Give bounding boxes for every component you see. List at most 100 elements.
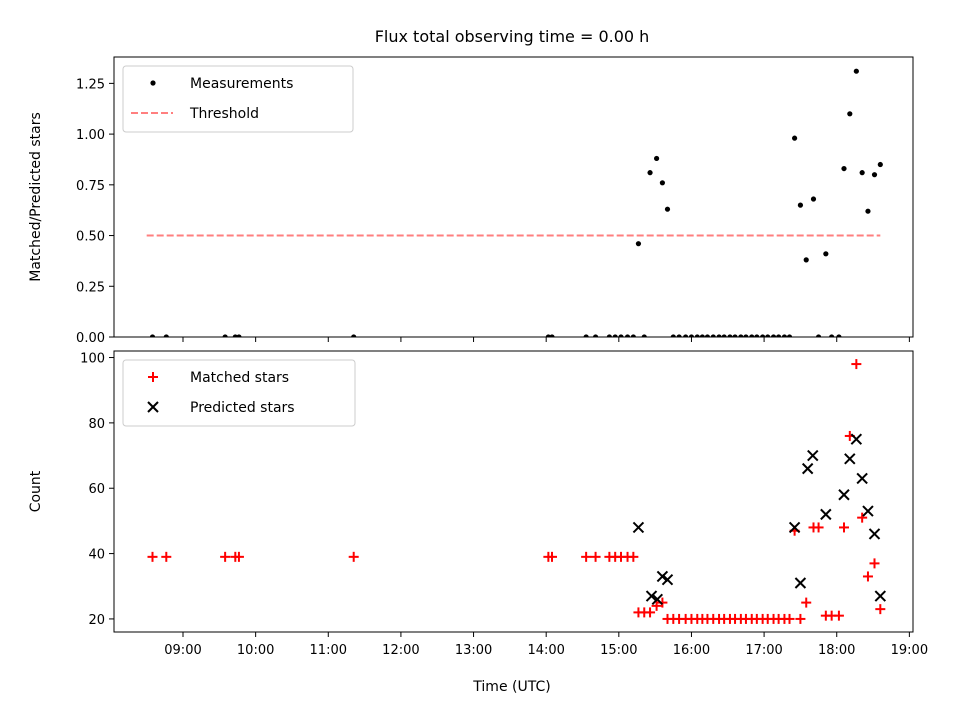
measurement-point (606, 334, 612, 337)
measurement-point (781, 334, 788, 337)
measurement-point (630, 334, 636, 337)
legend-swatch (150, 80, 156, 86)
legend-swatch (147, 401, 159, 413)
predicted-star-point (820, 508, 832, 521)
predicted-star-point (632, 521, 645, 534)
measurement-point (829, 334, 835, 337)
measurement-point (236, 334, 242, 337)
matched-star-point (657, 597, 668, 608)
measurement-point (836, 334, 842, 337)
matched-star-point (581, 551, 592, 562)
measurement-point (815, 334, 822, 337)
measurement-point (592, 334, 599, 337)
measurement-point (549, 334, 555, 337)
measurement-point (659, 180, 666, 186)
axes-frame (113, 56, 914, 338)
x-tick-label: 17:00 (745, 643, 782, 658)
x-tick-label: 10:00 (237, 643, 274, 658)
measurement-point (635, 241, 642, 247)
legend-label: Predicted stars (190, 400, 295, 416)
measurement-point (670, 334, 676, 337)
measurement-point (853, 68, 859, 74)
matched-star-point (590, 551, 601, 562)
predicted-star-point (801, 462, 814, 475)
matched-star-point (862, 571, 873, 582)
y-tick-label: 40 (88, 548, 105, 563)
measurement-point (776, 334, 782, 337)
legend: Measurements Threshold (122, 65, 354, 133)
predicted-star-point (794, 577, 807, 589)
predicted-star-point (651, 593, 664, 606)
axes-frame (113, 350, 914, 633)
measurement-point (743, 334, 749, 337)
matched-star-point (348, 551, 359, 562)
measurement-point (765, 334, 771, 337)
matched-star-point (857, 512, 868, 523)
measurement-point (732, 334, 738, 337)
measurement-point (612, 334, 618, 337)
x-tick-label: 14:00 (527, 643, 564, 658)
measurement-point (624, 334, 631, 337)
measurement-point (683, 334, 689, 337)
matched-star-point (813, 522, 824, 533)
y-tick-label: 0.25 (76, 280, 105, 295)
chart-title: Flux total observing time = 0.00 h (375, 27, 650, 46)
matched-star-point (869, 558, 880, 569)
measurement-point (583, 334, 589, 337)
matched-star-point (784, 613, 795, 624)
y-tick-label: 1.00 (76, 128, 105, 143)
matched-star-point (801, 597, 812, 608)
predicted-star-point (788, 521, 801, 534)
matched-star-point (838, 522, 849, 533)
matched-star-point (795, 613, 806, 624)
predicted-star-point (862, 505, 874, 517)
measurement-point (770, 334, 777, 337)
matched-star-point (875, 604, 886, 615)
legend-swatch (148, 372, 158, 382)
predicted-star-point (868, 528, 881, 540)
measurement-point (810, 196, 817, 202)
x-tick-label: 12:00 (382, 643, 419, 658)
legend-label: Measurements (190, 76, 293, 92)
predicted-star-point (656, 570, 669, 583)
measurement-point (664, 206, 671, 212)
measurement-point (163, 334, 169, 337)
x-tick-label: 15:00 (600, 643, 637, 658)
matched-star-point (628, 551, 639, 562)
y-tick-label: 20 (88, 613, 105, 628)
measurement-point (222, 334, 228, 337)
measurement-point (738, 334, 744, 337)
matched-star-point (645, 607, 656, 618)
matched-star-point (546, 551, 557, 562)
measurement-point (877, 161, 883, 168)
y-axis-label: Matched/Predicted stars (28, 112, 44, 282)
measurement-point (749, 334, 755, 337)
measurement-point (694, 334, 700, 337)
predicted-star-point (874, 590, 887, 602)
matched-star-point (833, 610, 844, 621)
measurement-point (847, 111, 853, 117)
measurement-point (653, 155, 660, 162)
matched-star-point (220, 551, 231, 562)
y-axis-label: Count (28, 470, 44, 512)
measurement-point (647, 170, 653, 176)
x-tick-label: 11:00 (310, 643, 347, 658)
measurement-point (792, 135, 798, 141)
top-panel: 0.00 0.25 0.50 0.75 1.00 1.25 Matched/Predicte… (28, 56, 914, 346)
x-tick-label: 13:00 (455, 643, 492, 658)
measurement-point (754, 334, 760, 337)
measurement-point (865, 208, 871, 214)
matched-star-point (851, 359, 862, 370)
measurement-point (351, 334, 357, 337)
measurement-point (786, 334, 793, 337)
measurement-point (721, 334, 727, 337)
measurement-point (727, 334, 733, 337)
plot-area (147, 359, 887, 624)
y-tick-label: 0.00 (76, 331, 105, 346)
x-tick-label: 16:00 (673, 643, 710, 658)
predicted-star-point (661, 574, 674, 586)
measurement-point (797, 202, 804, 208)
matched-star-point (651, 600, 662, 611)
x-axis-label: Time (UTC) (472, 679, 550, 695)
